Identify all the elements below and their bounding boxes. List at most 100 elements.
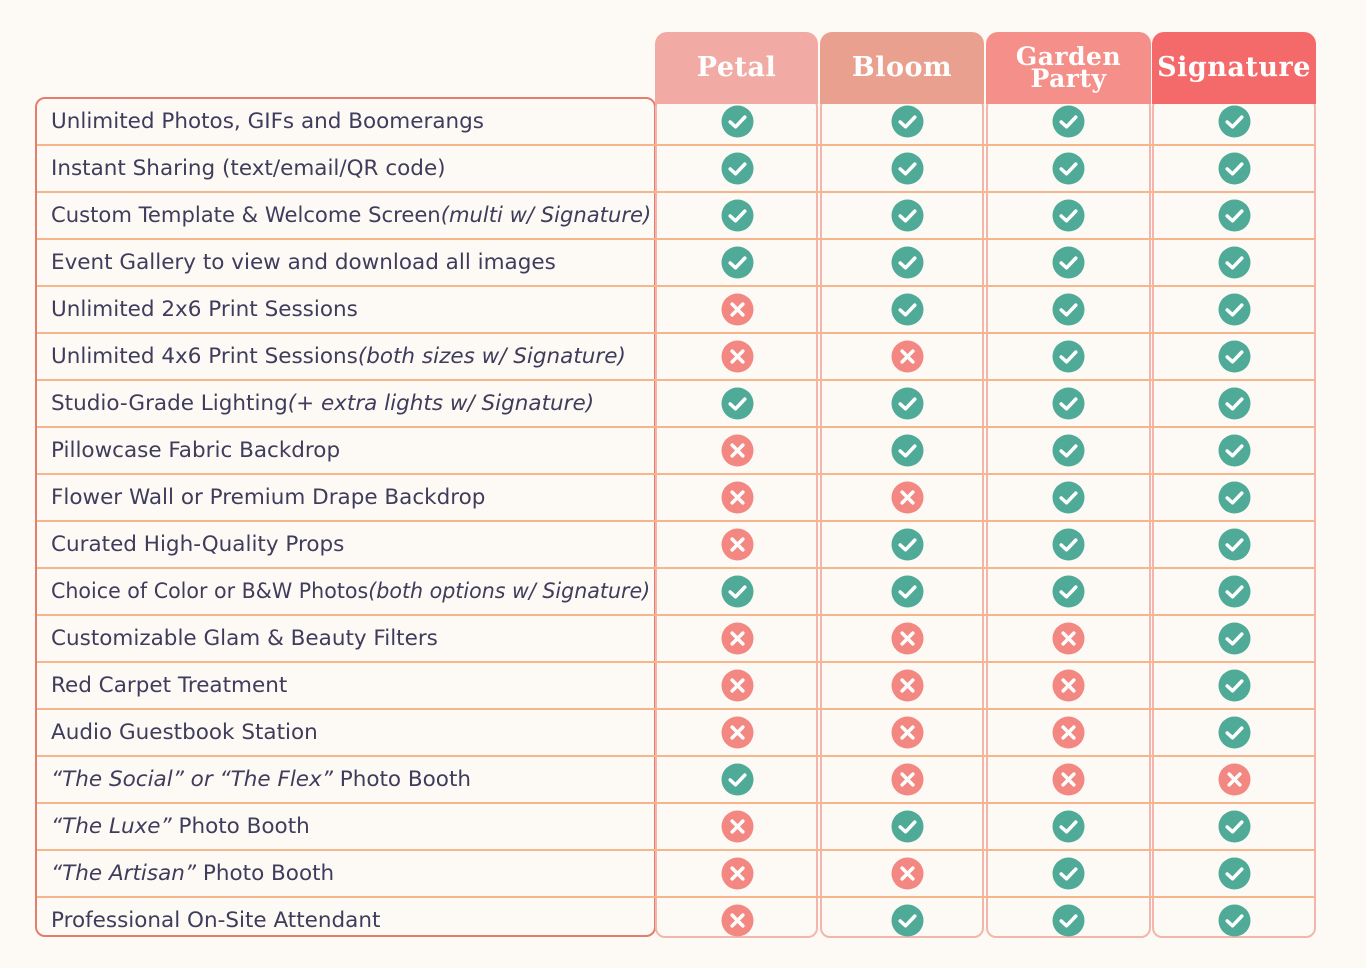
cell-bloom: [890, 151, 924, 185]
feature-note: (both options w/ Signature): [368, 579, 651, 604]
feature-note: (multi w/ Signature): [440, 203, 652, 228]
cell-petal: [720, 198, 754, 232]
feature-name: Pillowcase Fabric Backdrop: [51, 438, 341, 463]
feature-name: Professional On-Site Attendant: [51, 908, 381, 933]
feature-label: Flower Wall or Premium Drape Backdrop: [51, 474, 485, 521]
check-circle-icon: [1217, 386, 1251, 420]
row-divider: [37, 520, 1315, 522]
cell-bloom: [890, 762, 924, 796]
cell-signature: [1217, 292, 1251, 326]
x-circle-icon: [720, 480, 754, 514]
cell-signature: [1217, 762, 1251, 796]
feature-label: Custom Template & Welcome Screen (multi …: [51, 192, 651, 239]
row-divider: [37, 473, 1315, 475]
cell-signature: [1217, 386, 1251, 420]
cell-garden-party: [1051, 386, 1085, 420]
check-circle-icon: [890, 809, 924, 843]
cell-petal: [720, 621, 754, 655]
check-circle-icon: [1051, 386, 1085, 420]
check-circle-icon: [1217, 903, 1251, 937]
feature-name: Photo Booth: [332, 767, 472, 792]
check-circle-icon: [1217, 621, 1251, 655]
feature-label: Audio Guestbook Station: [51, 709, 318, 756]
check-circle-icon: [1051, 104, 1085, 138]
check-circle-icon: [890, 574, 924, 608]
cell-signature: [1217, 668, 1251, 702]
row-divider: [37, 614, 1315, 616]
cell-garden-party: [1051, 480, 1085, 514]
feature-note: (both sizes w/ Signature): [357, 344, 626, 369]
cell-petal: [720, 433, 754, 467]
check-circle-icon: [720, 104, 754, 138]
feature-name: Audio Guestbook Station: [51, 720, 318, 745]
cell-garden-party: [1051, 762, 1085, 796]
cell-petal: [720, 292, 754, 326]
x-circle-icon: [890, 480, 924, 514]
booth-name: “The Artisan”: [51, 861, 197, 886]
plan-header-petal: Petal: [655, 32, 818, 104]
check-circle-icon: [1217, 198, 1251, 232]
feature-name: Curated High-Quality Props: [51, 532, 345, 557]
check-circle-icon: [1051, 574, 1085, 608]
cell-bloom: [890, 339, 924, 373]
row-divider: [37, 896, 1315, 898]
feature-name: Photo Booth: [171, 814, 310, 839]
feature-label: Curated High-Quality Props: [51, 521, 344, 568]
row-divider: [37, 802, 1315, 804]
check-circle-icon: [1217, 715, 1251, 749]
cell-petal: [720, 104, 754, 138]
cell-bloom: [890, 292, 924, 326]
cell-bloom: [890, 856, 924, 890]
check-circle-icon: [890, 433, 924, 467]
check-circle-icon: [1217, 433, 1251, 467]
cell-garden-party: [1051, 151, 1085, 185]
cell-bloom: [890, 668, 924, 702]
cell-petal: [720, 809, 754, 843]
cell-petal: [720, 762, 754, 796]
x-circle-icon: [890, 621, 924, 655]
check-circle-icon: [1217, 574, 1251, 608]
feature-name: Customizable Glam & Beauty Filters: [51, 626, 438, 651]
feature-name: Unlimited Photos, GIFs and Boomerangs: [51, 109, 484, 134]
cell-bloom: [890, 809, 924, 843]
check-circle-icon: [720, 762, 754, 796]
check-circle-icon: [1051, 480, 1085, 514]
cell-garden-party: [1051, 574, 1085, 608]
check-circle-icon: [1051, 151, 1085, 185]
cell-signature: [1217, 903, 1251, 937]
check-circle-icon: [1217, 292, 1251, 326]
row-divider: [37, 708, 1315, 710]
cell-bloom: [890, 903, 924, 937]
feature-name: Custom Template & Welcome Screen: [51, 203, 441, 228]
feature-name: Studio-Grade Lighting: [51, 391, 288, 416]
cell-signature: [1217, 104, 1251, 138]
check-circle-icon: [1217, 480, 1251, 514]
x-circle-icon: [720, 903, 754, 937]
x-circle-icon: [1051, 621, 1085, 655]
feature-note: (+ extra lights w/ Signature): [287, 391, 595, 416]
check-circle-icon: [1051, 903, 1085, 937]
cell-bloom: [890, 715, 924, 749]
feature-label: Red Carpet Treatment: [51, 662, 287, 709]
row-divider: [37, 426, 1315, 428]
cell-bloom: [890, 198, 924, 232]
cell-garden-party: [1051, 668, 1085, 702]
feature-label: “The Luxe” Photo Booth: [51, 803, 310, 850]
x-circle-icon: [720, 809, 754, 843]
x-circle-icon: [720, 715, 754, 749]
check-circle-icon: [1051, 245, 1085, 279]
cell-petal: [720, 715, 754, 749]
check-circle-icon: [1217, 151, 1251, 185]
check-circle-icon: [890, 292, 924, 326]
check-circle-icon: [1217, 809, 1251, 843]
check-circle-icon: [1051, 527, 1085, 561]
cell-signature: [1217, 621, 1251, 655]
x-circle-icon: [890, 715, 924, 749]
x-circle-icon: [890, 762, 924, 796]
feature-label: Instant Sharing (text/email/QR code): [51, 145, 446, 192]
x-circle-icon: [720, 856, 754, 890]
x-circle-icon: [1051, 715, 1085, 749]
check-circle-icon: [1217, 339, 1251, 373]
row-divider: [37, 379, 1315, 381]
cell-petal: [720, 151, 754, 185]
